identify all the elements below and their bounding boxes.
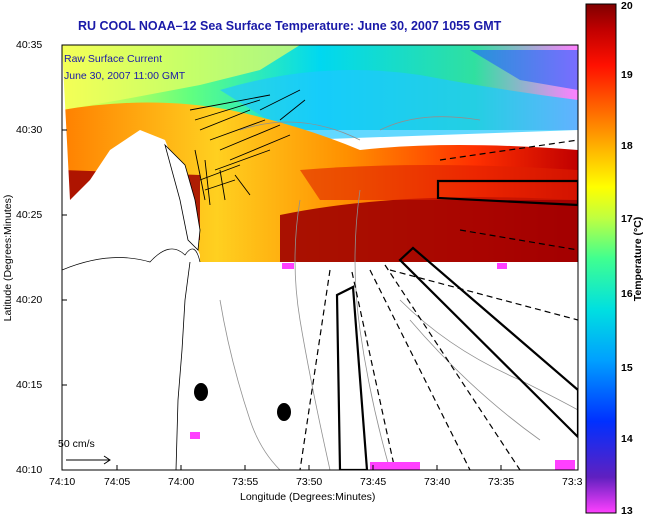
colorbar-tick: 19	[621, 69, 633, 81]
x-tick: 74:05	[104, 476, 131, 488]
colorbar-tick: 18	[621, 140, 633, 152]
coverage-lines	[299, 139, 578, 470]
y-tick: 40:35	[16, 39, 43, 51]
scale-arrow	[66, 455, 111, 465]
station-marker	[194, 383, 208, 401]
x-tick: 73:50	[296, 476, 323, 488]
x-axis-label: Longitude (Degrees:Minutes)	[240, 491, 376, 503]
axis-ticks	[61, 44, 502, 470]
map-title: RU COOL NOAA–12 Sea Surface Temperature:…	[78, 19, 502, 33]
colorbar-tick: 13	[621, 505, 633, 517]
colorbar-tick: 20	[621, 0, 633, 12]
colorbar	[585, 3, 617, 514]
x-tick: 73:45	[360, 476, 387, 488]
x-tick: 73:55	[232, 476, 259, 488]
no-data-region	[200, 262, 578, 470]
y-axis-label: Latitude (Degrees:Minutes)	[2, 194, 14, 322]
x-tick: 73:3	[562, 476, 583, 488]
x-tick: 73:35	[488, 476, 515, 488]
y-tick: 40:10	[16, 464, 43, 476]
current-vectors	[189, 89, 306, 206]
scale-bar-label: 50 cm/s	[58, 438, 95, 450]
colorbar-tick: 16	[621, 288, 633, 300]
y-tick: 40:15	[16, 379, 43, 391]
x-tick: 73:40	[424, 476, 451, 488]
bathymetry-contours	[219, 116, 578, 470]
y-tick: 40:25	[16, 209, 43, 221]
y-tick: 40:30	[16, 124, 43, 136]
map-imagery	[62, 45, 578, 470]
land-mass	[62, 45, 200, 470]
station-marker	[277, 403, 291, 421]
plot-frame	[61, 44, 579, 471]
survey-boxes	[335, 179, 578, 470]
colorbar-tick: 15	[621, 362, 633, 374]
y-tick: 40:20	[16, 294, 43, 306]
current-legend-time: June 30, 2007 11:00 GMT	[64, 70, 186, 82]
colorbar-tick: 17	[621, 213, 633, 225]
colorbar-label: Temperature (°C)	[632, 216, 644, 302]
colorbar-tick: 14	[621, 433, 633, 445]
x-tick: 74:10	[49, 476, 76, 488]
x-tick: 74:00	[168, 476, 195, 488]
current-legend-label: Raw Surface Current	[64, 53, 163, 65]
